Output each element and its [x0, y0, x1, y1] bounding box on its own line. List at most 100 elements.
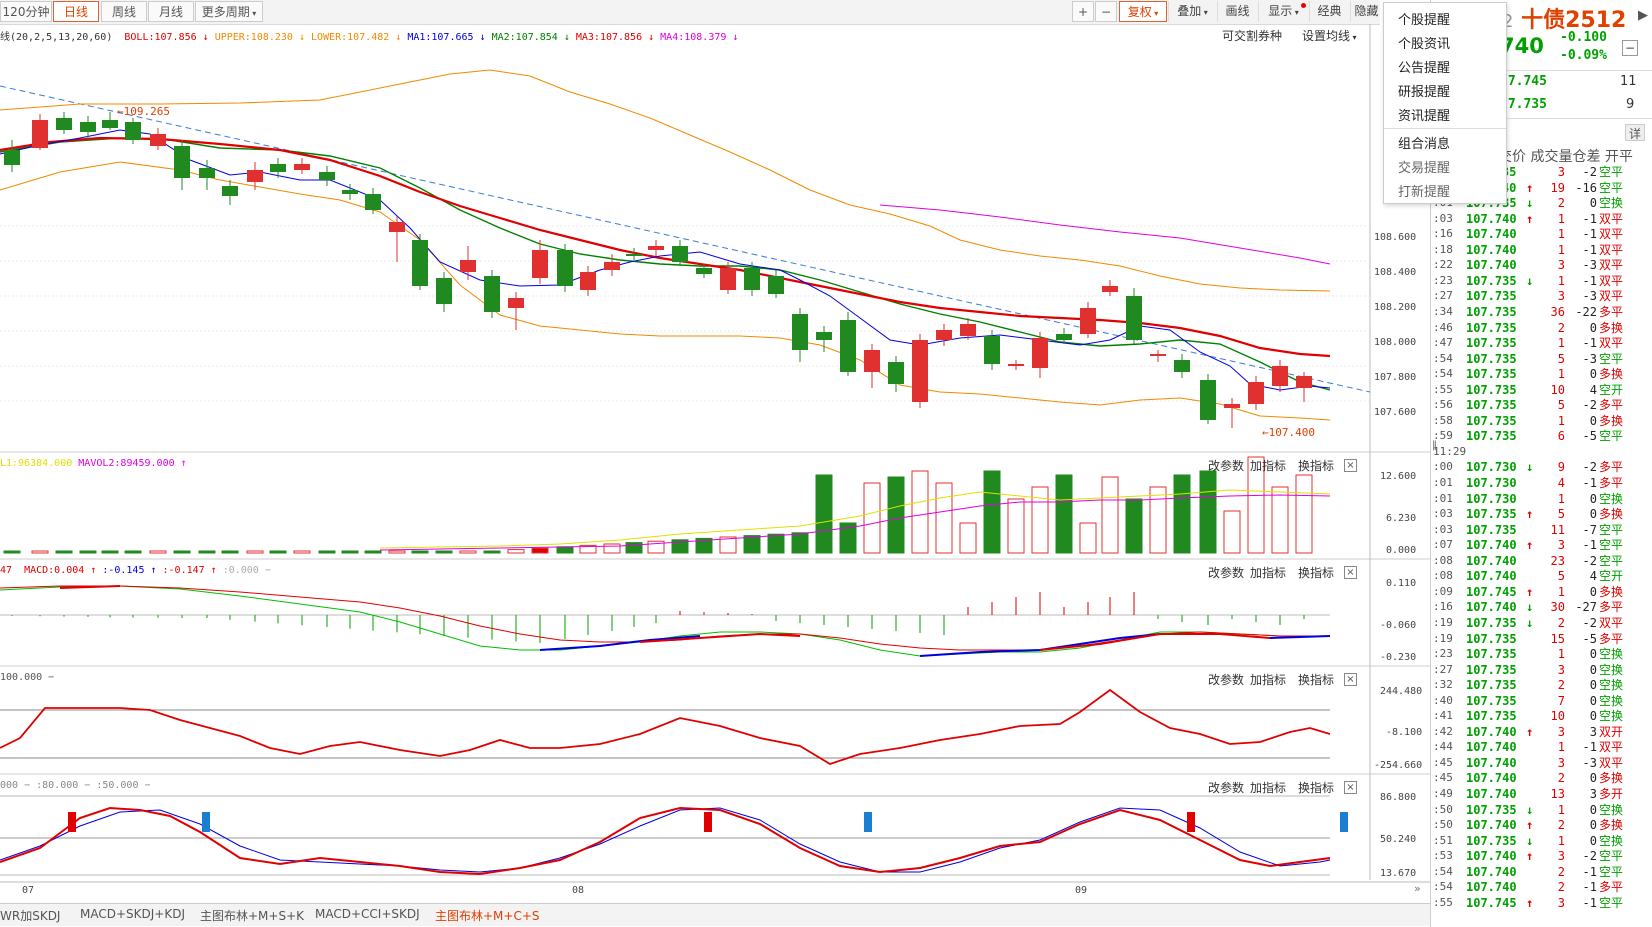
close-pane-icon[interactable]: × — [1344, 673, 1357, 686]
menu-item-news-alert[interactable]: 资讯提醒 — [1398, 109, 1451, 124]
candle-body — [1032, 338, 1048, 368]
volume-bar — [3, 550, 21, 554]
tick-oi-change: -1 — [1582, 211, 1597, 226]
edit-params-button[interactable]: 改参数 — [1208, 673, 1245, 687]
scroll-right-icon[interactable]: » — [1414, 882, 1421, 895]
tick-volume: 1 — [1557, 336, 1565, 351]
tick-oi-change: 3 — [1589, 724, 1597, 739]
close-pane-icon[interactable]: × — [1344, 781, 1357, 794]
template-tab[interactable]: WR加SKDJ — [0, 909, 61, 923]
tab-daily[interactable]: 日线 — [53, 1, 99, 22]
volume-bar — [647, 540, 665, 554]
tick-volume: 2 — [1557, 864, 1565, 879]
template-tab-active[interactable]: 主图布林+M+C+S — [435, 909, 540, 923]
tab-monthly[interactable]: 月线 — [148, 1, 194, 22]
draw-line-button[interactable]: 画线 — [1217, 1, 1257, 22]
menu-item-research-alert[interactable]: 研报提醒 — [1398, 85, 1451, 100]
splitter-handle[interactable]: ‖ — [1432, 440, 1437, 451]
detail-button[interactable]: 详 — [1625, 124, 1645, 141]
tick-price: 107.735 — [1466, 273, 1517, 288]
next-contract-icon[interactable]: ▶ — [1638, 8, 1648, 23]
set-ma-button[interactable]: 设置均线 ▾ — [1302, 27, 1357, 44]
switch-indicator-button[interactable]: 换指标 — [1298, 781, 1335, 795]
switch-indicator-button[interactable]: 换指标 — [1298, 459, 1335, 473]
close-pane-icon[interactable]: × — [1344, 566, 1357, 579]
candle-body — [792, 314, 808, 350]
volume-axis-bottom: 0.000 — [1386, 545, 1417, 556]
tick-volume: 1 — [1557, 833, 1565, 848]
add-indicator-button[interactable]: 加指标 — [1250, 673, 1287, 687]
tick-time: :58 — [1433, 413, 1453, 427]
menu-item-trade-alert[interactable]: 交易提醒 — [1398, 161, 1451, 176]
down-arrow-icon: ↓ — [1526, 196, 1534, 211]
switch-indicator-button[interactable]: 换指标 — [1298, 673, 1335, 687]
volume-bar — [101, 550, 119, 554]
tick-volume: 2 — [1557, 678, 1565, 693]
tick-price: 107.735 — [1466, 320, 1517, 335]
menu-item-announcement-alert[interactable]: 公告提醒 — [1398, 61, 1451, 76]
tick-type: 空平 — [1599, 351, 1624, 366]
volume-bar — [1149, 486, 1167, 554]
zoom-out-button[interactable]: − — [1095, 1, 1117, 22]
tick-price: 107.740 — [1466, 211, 1517, 226]
main-indicator-value: MA4:108.379 ↓ — [660, 32, 739, 43]
overlay-button[interactable]: 叠加 ▾ — [1168, 1, 1216, 22]
menu-item-portfolio-message[interactable]: 组合消息 — [1398, 137, 1451, 152]
down-arrow-icon: ↓ — [1526, 833, 1534, 848]
display-button[interactable]: 显示 ▾ — [1258, 1, 1308, 22]
candle-body — [484, 276, 500, 312]
tab-more-periods[interactable]: 更多周期 ▾ — [195, 1, 263, 22]
candlesticks — [4, 112, 1312, 428]
tick-type: 多开 — [1599, 787, 1624, 801]
up-arrow-icon: ↑ — [1526, 584, 1534, 599]
tick-volume: 2 — [1557, 818, 1565, 833]
volume-bar — [411, 550, 429, 554]
close-pane-icon[interactable]: × — [1344, 459, 1357, 472]
tick-price: 107.735 — [1466, 802, 1517, 817]
zoom-in-button[interactable]: + — [1072, 1, 1094, 22]
menu-item-stock-alert[interactable]: 个股提醒 — [1398, 13, 1451, 28]
add-indicator-button[interactable]: 加指标 — [1250, 459, 1287, 473]
adjust-rights-button[interactable]: 复权 ▾ — [1119, 1, 1167, 22]
template-tab[interactable]: MACD+CCI+SKDJ — [315, 907, 420, 921]
tick-volume: 13 — [1550, 787, 1565, 801]
collapse-icon[interactable]: − — [1622, 40, 1638, 56]
tick-oi-change: -2 — [1582, 615, 1597, 630]
edit-params-button[interactable]: 改参数 — [1208, 566, 1245, 580]
tick-price: 107.740 — [1466, 724, 1517, 739]
tab-weekly[interactable]: 周线 — [101, 1, 147, 22]
kline-chart[interactable]: ←109.265 ←107.400 — [0, 24, 1430, 904]
add-indicator-button[interactable]: 加指标 — [1250, 566, 1287, 580]
bid-price: 07.735 — [1500, 97, 1547, 112]
tab-120min[interactable]: 120分钟 — [0, 1, 52, 22]
macd-axis-bottom: -0.230 — [1380, 652, 1417, 663]
tick-time: :46 — [1433, 320, 1453, 334]
template-tab[interactable]: MACD+SKDJ+KDJ — [80, 907, 185, 921]
date-label: 09 — [1075, 885, 1088, 896]
volume-bar — [911, 470, 929, 554]
menu-item-ipo-alert[interactable]: 打新提醒 — [1398, 185, 1451, 200]
tick-type: 双平 — [1599, 615, 1624, 630]
classic-button[interactable]: 经典 — [1309, 1, 1349, 22]
tick-oi-change: 0 — [1589, 662, 1597, 677]
candle-body — [150, 134, 166, 146]
tick-type: 空换 — [1599, 802, 1624, 817]
quote-price: 740 — [1500, 34, 1544, 58]
deliverable-bonds-link[interactable]: 可交割券种 — [1222, 29, 1283, 43]
main-indicator-value: UPPER:108.230 ↓ — [214, 32, 305, 43]
down-arrow-icon: ↓ — [1526, 615, 1534, 630]
template-tab[interactable]: 主图布林+M+S+K — [200, 909, 305, 923]
edit-params-button[interactable]: 改参数 — [1208, 781, 1245, 795]
hide-button[interactable]: 隐藏 — [1350, 1, 1382, 22]
macd-axis-mid: -0.060 — [1380, 620, 1417, 631]
switch-indicator-button[interactable]: 换指标 — [1298, 566, 1335, 580]
quote-change: -0.100 — [1560, 30, 1607, 45]
tick-time: :45 — [1433, 771, 1453, 785]
kdj-legend: 000 − :80.000 − :50.000 − — [0, 780, 151, 791]
menu-item-stock-news[interactable]: 个股资讯 — [1398, 37, 1451, 52]
edit-params-button[interactable]: 改参数 — [1208, 459, 1245, 473]
tick-type: 多换 — [1599, 367, 1624, 382]
add-indicator-button[interactable]: 加指标 — [1250, 781, 1287, 795]
tick-volume: 3 — [1557, 538, 1565, 553]
golden-cross-marker — [1187, 812, 1195, 832]
